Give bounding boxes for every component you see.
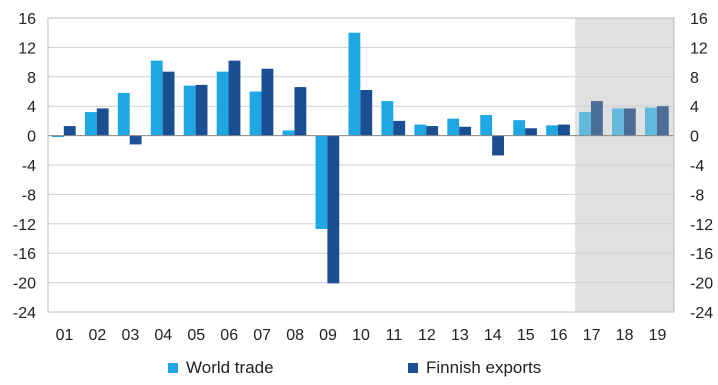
x-tick-label: 08 — [286, 327, 304, 344]
bar-world-trade — [315, 135, 328, 229]
y-tick-label-right: 12 — [690, 40, 708, 57]
bar-finnish-exports — [656, 106, 669, 136]
x-tick-label: 14 — [484, 327, 502, 344]
bar-finnish-exports — [558, 124, 570, 136]
bar-world-trade — [51, 135, 64, 138]
bar-world-trade — [381, 101, 394, 136]
bar-finnish-exports — [261, 68, 274, 136]
y-tick-label-left: -16 — [13, 246, 36, 263]
y-tick-label-right: -20 — [690, 276, 713, 293]
bar-world-trade — [150, 60, 163, 136]
bar-finnish-exports — [459, 126, 472, 136]
x-tick-label: 19 — [649, 327, 667, 344]
bar-finnish-exports — [590, 101, 603, 136]
bar-world-trade — [546, 125, 559, 136]
legend-label: World trade — [186, 358, 274, 377]
bar-world-trade — [282, 130, 295, 136]
x-tick-label: 02 — [89, 327, 107, 344]
y-tick-label-left: -20 — [13, 276, 36, 293]
bar-finnish-exports — [162, 71, 175, 136]
x-tick-label: 11 — [386, 327, 403, 344]
y-tick-label-right: -8 — [690, 187, 704, 204]
y-tick-label-right: 0 — [690, 129, 699, 146]
bar-world-trade — [183, 85, 196, 136]
bar-finnish-exports — [327, 135, 340, 284]
bar-finnish-exports — [195, 84, 208, 136]
y-tick-label-right: 8 — [690, 70, 699, 87]
x-tick-label: 13 — [451, 327, 469, 344]
bar-finnish-exports — [228, 60, 241, 136]
bar-world-trade — [249, 91, 262, 136]
y-tick-label-right: -4 — [690, 158, 704, 175]
bar-world-trade — [645, 107, 657, 136]
y-tick-label-left: 12 — [18, 40, 36, 57]
plot-frame — [47, 17, 675, 313]
x-tick-label: 07 — [253, 327, 271, 344]
bar-world-trade — [513, 120, 526, 136]
bar-world-trade — [612, 108, 624, 136]
legend-label: Finnish exports — [426, 358, 541, 377]
x-tick-label: 18 — [616, 327, 634, 344]
x-tick-label: 12 — [418, 327, 436, 344]
bar-finnish-exports — [360, 90, 373, 136]
legend-swatch — [168, 363, 178, 373]
bar-finnish-exports — [393, 120, 406, 136]
bar-world-trade — [117, 92, 130, 136]
y-tick-label-left: 8 — [27, 70, 36, 87]
bar-finnish-exports — [129, 135, 142, 145]
bar-finnish-exports — [426, 126, 439, 136]
bar-world-trade — [480, 115, 493, 136]
bar-world-trade — [216, 71, 229, 136]
bar-world-trade — [579, 112, 591, 136]
y-tick-label-right: 16 — [690, 11, 708, 28]
y-tick-label-left: 16 — [18, 11, 36, 28]
y-tick-label-right: -16 — [690, 246, 713, 263]
legend-swatch — [408, 363, 418, 373]
y-tick-label-right: -12 — [690, 217, 713, 234]
x-tick-label: 09 — [319, 327, 337, 344]
x-tick-label: 17 — [583, 327, 601, 344]
x-tick-label: 01 — [56, 327, 74, 344]
x-tick-label: 05 — [187, 327, 205, 344]
x-tick-label: 04 — [154, 327, 172, 344]
x-tick-label: 06 — [220, 327, 238, 344]
bar-world-trade — [348, 32, 361, 136]
bar-finnish-exports — [525, 128, 537, 136]
x-tick-label: 16 — [550, 327, 568, 344]
bar-finnish-exports — [294, 87, 307, 136]
bar-finnish-exports — [63, 126, 76, 136]
y-tick-label-left: -8 — [22, 187, 36, 204]
x-tick-label: 03 — [121, 327, 139, 344]
y-tick-label-right: 4 — [690, 99, 699, 116]
y-tick-label-left: -12 — [13, 217, 36, 234]
bar-finnish-exports — [492, 135, 504, 156]
y-tick-label-right: -24 — [690, 305, 713, 322]
bar-finnish-exports — [96, 108, 109, 136]
x-tick-label: 15 — [517, 327, 535, 344]
y-tick-label-left: 4 — [27, 99, 36, 116]
y-tick-label-left: -4 — [22, 158, 36, 175]
bar-world-trade — [414, 124, 427, 136]
bar-finnish-exports — [623, 108, 636, 136]
y-tick-label-left: 0 — [27, 129, 36, 146]
bar-world-trade — [84, 112, 97, 136]
bar-world-trade — [447, 118, 460, 136]
x-tick-label: 10 — [352, 327, 370, 344]
y-tick-label-left: -24 — [13, 305, 36, 322]
